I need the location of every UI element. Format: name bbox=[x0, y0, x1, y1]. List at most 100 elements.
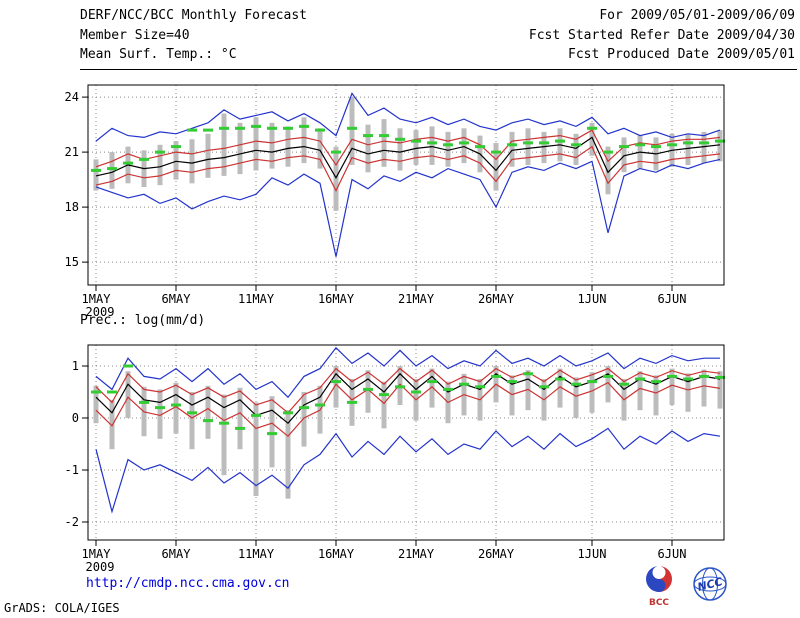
spread-bar bbox=[509, 131, 515, 167]
spread-bar bbox=[205, 133, 211, 178]
x-tick-label: 11MAY bbox=[238, 292, 275, 306]
y-tick-label: 1 bbox=[72, 359, 79, 373]
lower-quartile-line bbox=[95, 381, 721, 438]
temp-panel-label: Mean Surf. Temp.: °C bbox=[80, 47, 237, 62]
spread-bar bbox=[717, 371, 723, 409]
spread-bar bbox=[413, 130, 419, 165]
member-size-label: Member Size=40 bbox=[80, 28, 190, 43]
ncc-logo-meridian bbox=[702, 567, 718, 601]
x-tick-label: 21MAY bbox=[398, 547, 435, 561]
spread-bar bbox=[93, 159, 99, 191]
spread-bar bbox=[717, 130, 723, 162]
spread-bar bbox=[365, 370, 371, 413]
spread-bar bbox=[397, 128, 403, 171]
ensemble-max-line bbox=[95, 346, 720, 399]
spread-bar bbox=[605, 366, 611, 403]
grads-credit: GrADS: COLA/IGES bbox=[4, 601, 120, 615]
spread-bar bbox=[157, 389, 163, 439]
ensemble-mean-line bbox=[95, 136, 721, 180]
ncc-logo: NCC bbox=[693, 567, 727, 601]
y-tick-label: 18 bbox=[65, 200, 79, 214]
ncc-logo-label: NCC bbox=[696, 575, 724, 594]
spread-bar bbox=[573, 377, 579, 418]
plot-frame bbox=[87, 84, 725, 286]
refer-date-label: Fcst Started Refer Date 2009/04/30 bbox=[528, 28, 795, 43]
spread-bar bbox=[429, 368, 435, 408]
spread-bar bbox=[253, 117, 259, 171]
spread-bar bbox=[525, 370, 531, 411]
spread-bar bbox=[557, 368, 563, 408]
spread-bar bbox=[221, 113, 227, 176]
x-tick-label: 6MAY bbox=[162, 292, 192, 306]
spread-bar bbox=[589, 372, 595, 413]
spread-bar bbox=[221, 394, 227, 476]
x-year-label: 2009 bbox=[86, 305, 115, 319]
spread-bar bbox=[621, 137, 627, 173]
spread-bar bbox=[125, 371, 131, 418]
x-tick-label: 26MAY bbox=[478, 292, 515, 306]
spread-bar bbox=[173, 382, 179, 434]
spread-bar bbox=[205, 385, 211, 439]
spread-bar bbox=[685, 373, 691, 412]
spread-bar bbox=[365, 124, 371, 173]
spread-bar bbox=[589, 122, 595, 156]
spread-bar bbox=[253, 402, 259, 496]
prec-panel-label: Prec.: log(mm/d) bbox=[80, 313, 206, 328]
lower-quartile-line bbox=[95, 145, 721, 192]
spread-bar bbox=[669, 368, 675, 405]
spread-bar bbox=[509, 375, 515, 416]
x-tick-label: 6MAY bbox=[162, 547, 192, 561]
y-tick-label: 15 bbox=[65, 255, 79, 269]
spread-bar bbox=[653, 375, 659, 416]
spread-bar bbox=[333, 366, 339, 408]
upper-quartile-line bbox=[95, 367, 721, 414]
spread-bar bbox=[525, 128, 531, 165]
ensemble-min-line bbox=[95, 427, 721, 514]
bcc-logo-label: BCC bbox=[649, 598, 669, 608]
spread-bar bbox=[93, 385, 99, 424]
ensemble-max-line bbox=[95, 92, 721, 142]
spread-bar bbox=[157, 144, 163, 186]
x-tick-label: 1MAY bbox=[82, 292, 112, 306]
x-tick-label: 11MAY bbox=[238, 547, 275, 561]
spread-bar bbox=[189, 392, 195, 450]
spread-bar bbox=[493, 142, 499, 191]
spread-bar bbox=[189, 139, 195, 184]
spread-bar bbox=[237, 122, 243, 175]
x-tick-label: 6JUN bbox=[658, 547, 687, 561]
produced-date-label: Fcst Produced Date 2009/05/01 bbox=[568, 47, 795, 62]
x-tick-label: 1MAY bbox=[82, 547, 112, 561]
spread-bar bbox=[381, 381, 387, 429]
plot-frame bbox=[87, 344, 725, 541]
x-tick-label: 16MAY bbox=[318, 547, 355, 561]
ensemble-mean-line bbox=[95, 372, 721, 425]
spread-bar bbox=[285, 126, 291, 167]
spread-bar bbox=[429, 126, 435, 165]
spread-bar bbox=[301, 117, 307, 164]
y-tick-label: 24 bbox=[65, 90, 79, 104]
spread-bar bbox=[461, 128, 467, 164]
ncc-logo-parallel bbox=[693, 576, 727, 592]
x-tick-label: 6JUN bbox=[658, 292, 687, 306]
spread-bar bbox=[381, 119, 387, 167]
spread-bar bbox=[701, 131, 707, 164]
x-tick-label: 16MAY bbox=[318, 292, 355, 306]
spread-bar bbox=[573, 133, 579, 165]
x-tick-label: 1JUN bbox=[578, 292, 607, 306]
bcc-logo-blue-swirl bbox=[646, 566, 666, 592]
spread-bar bbox=[605, 146, 611, 195]
x-year-label: 2009 bbox=[86, 560, 115, 574]
source-url: http://cmdp.ncc.cma.gov.cn bbox=[86, 576, 290, 591]
spread-bar bbox=[349, 97, 355, 165]
spread-bar bbox=[109, 399, 115, 450]
spread-bar bbox=[445, 131, 451, 167]
y-tick-label: 0 bbox=[72, 411, 79, 425]
x-tick-label: 21MAY bbox=[398, 292, 435, 306]
y-tick-label: 21 bbox=[65, 145, 79, 159]
ensemble-min-line bbox=[95, 158, 721, 257]
spread-bar bbox=[285, 410, 291, 499]
